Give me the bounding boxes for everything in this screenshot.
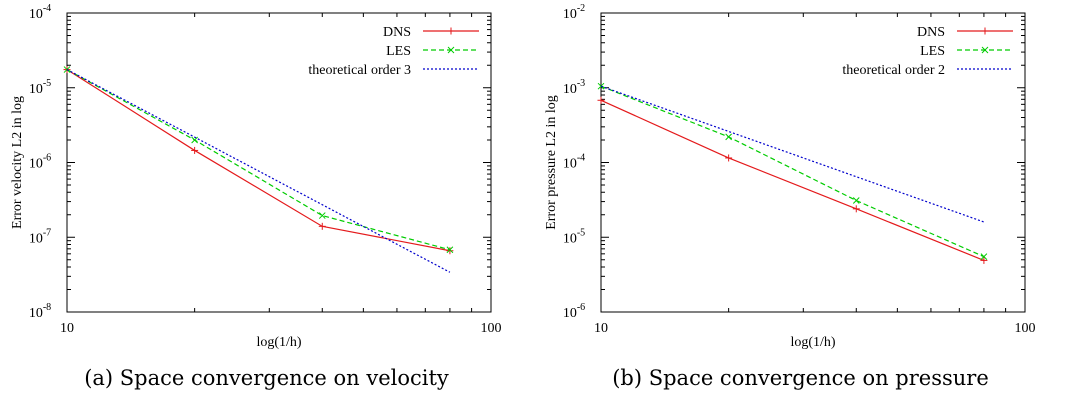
y-tick-label: 10-2 <box>563 3 585 22</box>
x-axis-label: log(1/h) <box>256 335 301 350</box>
series-line-les <box>600 85 985 258</box>
series-line-theoretical-order-2 <box>600 85 985 223</box>
plus-marker <box>447 27 455 35</box>
cross-marker <box>852 197 860 204</box>
series-line-dns <box>600 99 985 261</box>
y-tick-label: 10-5 <box>563 227 585 246</box>
cross-marker <box>447 46 455 54</box>
y-tick-label: 10-4 <box>29 3 51 22</box>
velocity-convergence-chart: 10-8 10-7 10-6 10-5 10-4 10 100 log(1/h) Error v… <box>10 3 502 350</box>
plot-frame <box>600 12 1026 313</box>
y-axis-label: Error velocity L2 in log <box>10 96 25 229</box>
x-tick-label: 10 <box>594 321 608 336</box>
pressure-convergence-panel: 10-6 10-5 10-4 10-3 10-2 10 100 log(1/h) Error p… <box>534 0 1067 412</box>
plus-marker <box>981 27 989 35</box>
cross-marker <box>597 82 605 90</box>
x-tick-label: 100 <box>1015 321 1036 336</box>
plot-frame <box>66 12 492 313</box>
velocity-chart-caption: (a) Space convergence on velocity <box>84 366 449 390</box>
legend-label: theoretical order 2 <box>842 63 945 78</box>
y-tick-label: 10-7 <box>29 227 51 246</box>
cross-marker <box>980 253 988 261</box>
y-tick-label: 10-3 <box>563 78 585 97</box>
series-line-theoretical-order-3 <box>66 69 451 273</box>
plus-marker <box>980 256 988 264</box>
plus-marker <box>318 222 326 230</box>
series-line-dns <box>66 69 451 252</box>
series-line-les <box>66 69 451 251</box>
legend-label: DNS <box>917 25 945 40</box>
plus-marker <box>852 205 860 213</box>
cross-marker <box>446 246 454 254</box>
x-tick-label: 100 <box>481 321 502 336</box>
cross-marker <box>191 136 198 144</box>
plus-marker <box>191 146 199 154</box>
pressure-convergence-chart: 10-6 10-5 10-4 10-3 10-2 10 100 log(1/h) Error p… <box>544 3 1036 350</box>
y-tick-label: 10-4 <box>563 153 585 172</box>
x-axis-label: log(1/h) <box>790 335 835 350</box>
x-tick-label: 10 <box>60 321 74 336</box>
legend-label: theoretical order 3 <box>308 63 411 78</box>
cross-marker <box>318 212 326 219</box>
plus-marker <box>446 247 454 255</box>
y-tick-label: 10-8 <box>29 302 51 321</box>
legend-label: DNS <box>383 25 411 40</box>
y-tick-label: 10-6 <box>29 153 51 172</box>
cross-marker <box>981 46 989 54</box>
y-axis-label: Error pressure L2 in log <box>544 95 559 230</box>
plus-marker <box>597 96 605 104</box>
cross-marker <box>725 133 732 141</box>
y-tick-label: 10-5 <box>29 78 51 97</box>
legend-label: LES <box>386 44 411 59</box>
velocity-convergence-panel: 10-8 10-7 10-6 10-5 10-4 10 100 log(1/h) Error v… <box>0 0 533 412</box>
pressure-chart-caption: (b) Space convergence on pressure <box>612 366 989 390</box>
legend-label: LES <box>920 44 945 59</box>
plus-marker <box>725 154 733 162</box>
y-tick-label: 10-6 <box>563 302 585 321</box>
